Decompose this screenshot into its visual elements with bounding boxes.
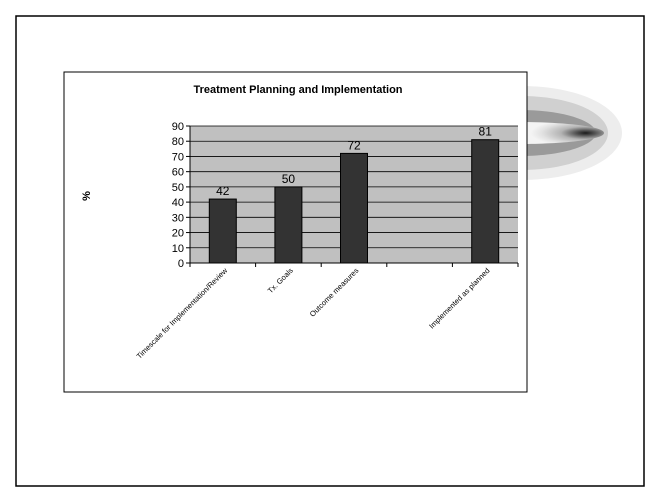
y-tick-label: 90 [172, 121, 184, 133]
y-tick-label: 80 [172, 136, 184, 148]
y-tick-label: 70 [172, 151, 184, 163]
y-axis: 0 10 20 30 40 50 60 70 80 90 [172, 121, 190, 270]
bar [274, 186, 303, 264]
y-axis-label: % [81, 191, 93, 201]
bar [208, 198, 237, 264]
y-tick-label: 30 [172, 212, 184, 224]
data-label: 72 [347, 138, 361, 152]
chart-title: Treatment Planning and Implementation [193, 84, 402, 96]
decorative-swoosh [520, 86, 622, 180]
bar [340, 152, 368, 264]
data-label: 42 [216, 184, 230, 198]
data-labels: 42 50 72 81 [216, 125, 492, 198]
y-tick-label: 20 [172, 228, 184, 240]
y-tick-label: 10 [172, 243, 184, 255]
y-tick-label: 0 [178, 258, 184, 270]
data-label: 81 [479, 125, 493, 139]
y-tick-label: 50 [172, 182, 184, 194]
bars [208, 139, 500, 264]
y-tick-label: 40 [172, 197, 184, 209]
data-label: 50 [282, 172, 296, 186]
bar [471, 139, 500, 264]
y-tick-label: 60 [172, 167, 184, 179]
